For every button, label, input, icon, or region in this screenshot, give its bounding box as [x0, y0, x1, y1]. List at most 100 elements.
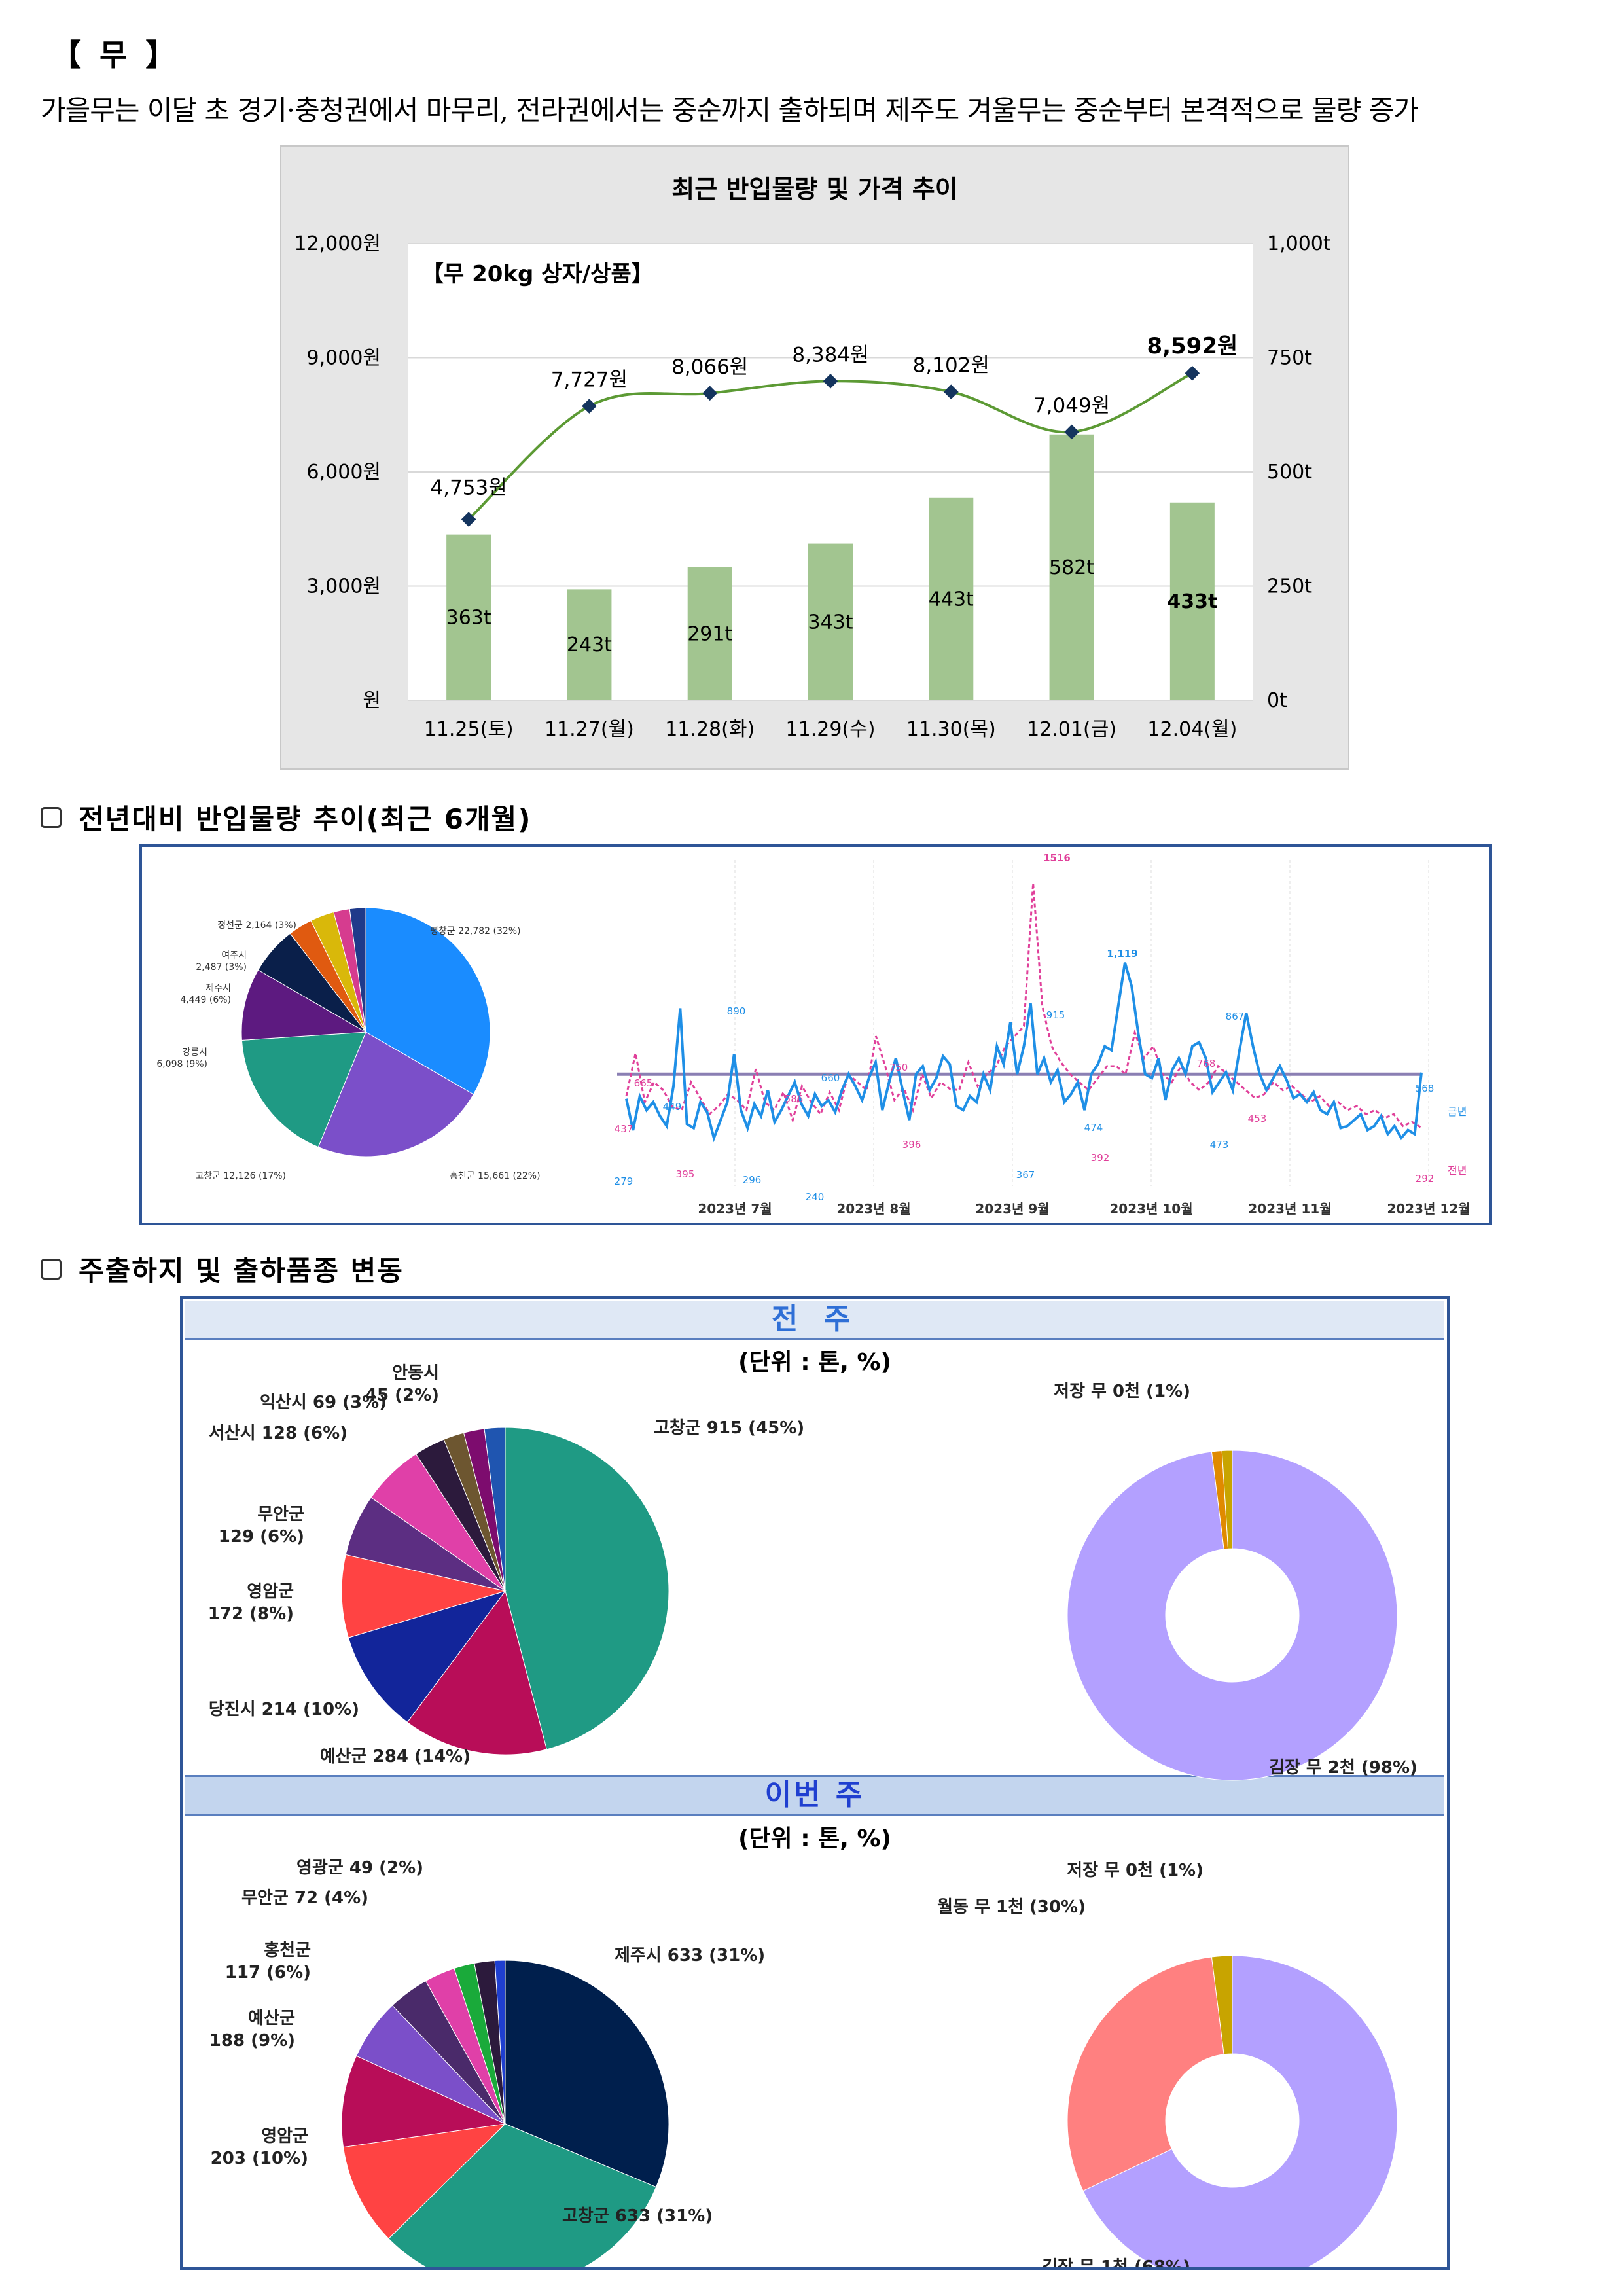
pie-label: 서산시 128 (6%): [209, 1424, 348, 1443]
pie-label: 예산군: [248, 2009, 295, 2028]
section-title-shipping: 주출하지 및 출하품종 변동: [79, 1255, 404, 1287]
checkbox-square-icon: [41, 806, 62, 828]
x-tick-label: 11.25(토): [424, 718, 514, 741]
pie-label: 제주시 633 (31%): [615, 1946, 765, 1965]
price-value-label: 7,049원: [1033, 394, 1110, 418]
point-value-label: 395: [676, 1168, 695, 1180]
price-marker: [823, 374, 838, 389]
bar: [808, 543, 853, 700]
donut-label: 저장 무 0천 (1%): [1067, 1861, 1204, 1880]
left-tick-label: 12,000원: [294, 232, 381, 255]
section-title-yoy: 전년대비 반입물량 추이(최근 6개월): [79, 803, 532, 835]
donut-label: 저장 무 0천 (1%): [1054, 1382, 1190, 1401]
cur-variety-donut-slice: [1067, 1956, 1224, 2191]
price-marker: [1185, 365, 1200, 381]
bar-value-label: 363t: [446, 606, 491, 629]
point-value-label: 296: [743, 1174, 762, 1186]
pie-label: 당진시 214 (10%): [209, 1700, 359, 1719]
shipping-origin-panel: 전 주 (단위 : 톤, %) 이번 주 (단위 : 톤, %) 고창군 915…: [180, 1296, 1450, 2270]
bar: [1169, 502, 1215, 700]
cur-origin-pie-slice: [494, 1960, 506, 2125]
right-tick-label: 250t: [1267, 575, 1312, 598]
point-value-label: 437: [615, 1123, 633, 1135]
pie-label: 무안군: [257, 1505, 304, 1524]
region-pie-slice: [241, 969, 367, 1041]
x-tick-label: 11.27(월): [544, 718, 634, 741]
pie-label: 정선군 2,164 (3%): [217, 920, 296, 931]
x-tick-label: 11.28(화): [665, 718, 755, 741]
cur-variety-donut-slice: [1211, 1955, 1233, 2055]
bar: [929, 497, 974, 700]
bar-value-label: 433t: [1167, 590, 1217, 613]
right-tick-label: 1,000t: [1267, 232, 1331, 255]
pie-label: 여주시: [221, 950, 247, 961]
price-value-label: 7,727원: [551, 368, 628, 392]
bar-value-label: 291t: [687, 622, 732, 645]
pie-label: 영암군: [247, 1582, 294, 1602]
pie-label: 무안군 72 (4%): [241, 1888, 368, 1908]
recent-volume-price-chart: 최근 반입물량 및 가격 추이 원 3,000원 6,000원 9,000원 12,000…: [280, 145, 1349, 770]
pie-label: 117 (6%): [225, 1963, 311, 1982]
price-marker: [582, 399, 597, 414]
section-yoy-volume: 전년대비 반입물량 추이(최근 6개월): [41, 797, 531, 837]
pie-label: 영광군 49 (2%): [296, 1858, 423, 1878]
prev-origin-pie-slice: [348, 1590, 507, 1723]
summary-text: 가을무는 이달 초 경기·충청권에서 마무리, 전라권에서는 중순까지 출하되며…: [41, 94, 1419, 126]
pie-label: 203 (10%): [211, 2149, 308, 2168]
pie-label: 안동시: [392, 1363, 439, 1383]
bar-value-label: 582t: [1049, 556, 1094, 579]
cur-variety-donut-slice: [1082, 1955, 1398, 2267]
point-value-label: 915: [1046, 1009, 1065, 1021]
x-tick-label: 2023년 11월: [1248, 1201, 1331, 1217]
bar-value-label: 343t: [808, 611, 853, 634]
x-tick-label: 2023년 9월: [975, 1201, 1049, 1217]
point-value-label: 474: [1084, 1122, 1103, 1134]
price-value-label: 8,102원: [913, 354, 990, 378]
x-tick-label: 2023년 8월: [836, 1201, 910, 1217]
chart-title: 최근 반입물량 및 가격 추이: [671, 175, 957, 204]
point-value-label: 867: [1226, 1011, 1245, 1022]
x-tick-label: 2023년 12월: [1387, 1201, 1470, 1217]
price-marker: [461, 512, 476, 527]
x-tick-label: 2023년 7월: [698, 1201, 772, 1217]
pie-label: 고창군 633 (31%): [562, 2206, 713, 2226]
point-value-label: 768: [1197, 1058, 1216, 1069]
bar: [1049, 434, 1094, 700]
bar: [446, 534, 491, 700]
prev-origin-pie-slice: [406, 1590, 548, 1755]
point-value-label: 1,119: [1107, 948, 1137, 960]
donut-label: 김장 무 1천 (68%): [1042, 2257, 1190, 2267]
price-value-label: 8,384원: [792, 343, 868, 367]
bar-value-label: 443t: [929, 588, 974, 611]
left-tick-label: 원: [363, 689, 381, 712]
bar-line-chart-svg: 최근 반입물량 및 가격 추이원 3,000원 6,000원 9,000원 12,000…: [294, 175, 1331, 741]
point-value-label: 660: [821, 1072, 840, 1084]
price-marker: [702, 386, 718, 401]
section-shipping-origin: 주출하지 및 출하품종 변동: [41, 1249, 404, 1289]
point-value-label: 453: [1248, 1113, 1267, 1124]
cur-origin-pie-slice: [341, 2055, 507, 2148]
left-tick-label: 3,000원: [307, 575, 381, 598]
price-value-label: 8,066원: [671, 355, 748, 379]
x-tick-label: 11.30(목): [906, 718, 996, 741]
region-pie-slice: [365, 907, 491, 1095]
point-value-label: 392: [1091, 1152, 1110, 1164]
price-marker: [943, 384, 959, 400]
pie-label: 예산군 284 (14%): [320, 1747, 471, 1767]
region-pie-slice: [241, 1031, 366, 1148]
right-tick-label: 500t: [1267, 461, 1312, 484]
region-pie-slice: [349, 907, 366, 1033]
point-value-label: 449: [663, 1101, 682, 1113]
pie-label: 평창군 22,782 (32%): [430, 926, 521, 937]
pie-label: 6,098 (9%): [156, 1059, 207, 1069]
cur-origin-pie-slice: [505, 1960, 669, 2188]
price-value-label: 4,753원: [431, 476, 507, 500]
x-tick-label: 2023년 10월: [1109, 1201, 1192, 1217]
point-value-label: 279: [615, 1175, 633, 1187]
chart-subtitle: 【무 20kg 상자/상품】: [421, 261, 654, 287]
donut-label: 김장 무 2천 (98%): [1269, 1758, 1418, 1778]
prev-variety-donut-slice: [1221, 1450, 1233, 1549]
point-value-label: 750: [889, 1062, 908, 1073]
pie-label: 홍천군 15,661 (22%): [450, 1171, 541, 1181]
right-tick-label: 0t: [1267, 689, 1287, 712]
